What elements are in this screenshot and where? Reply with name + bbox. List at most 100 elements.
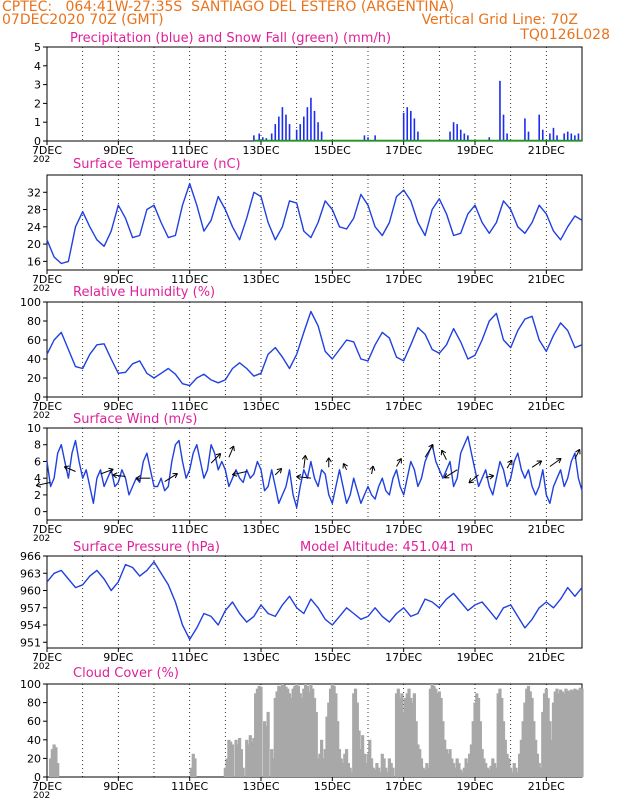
x-tick-label: 11DEC [171, 144, 208, 157]
wind-arrowhead [441, 449, 447, 454]
bar [56, 763, 60, 777]
bar [541, 711, 545, 777]
y-tick-label: 951 [20, 636, 41, 649]
y-tick-label: 40 [27, 353, 41, 366]
year-label: 202 [33, 791, 50, 800]
wind-vector [396, 458, 402, 467]
bar [505, 753, 509, 777]
panel-title: Surface Wind (m/s) [73, 412, 197, 427]
bar [281, 107, 284, 141]
bar [287, 693, 292, 777]
bar [284, 686, 288, 777]
x-tick-label: 13DEC [242, 780, 279, 793]
wind-arrowhead [468, 481, 474, 484]
year-label: 202 [33, 284, 50, 294]
wind-arrowhead [229, 445, 234, 450]
year-label: 202 [33, 662, 50, 672]
bar [452, 763, 456, 777]
bar [450, 758, 454, 777]
bar [252, 737, 256, 777]
bar [463, 133, 466, 141]
wind-arrowhead [428, 444, 434, 448]
bar [516, 772, 520, 777]
wind-arrowhead [112, 472, 118, 476]
bar [457, 763, 461, 777]
bar [377, 767, 381, 777]
bar [460, 772, 465, 777]
wind-vector [441, 449, 447, 461]
bar [573, 688, 577, 777]
wind-vector [549, 458, 562, 467]
bar [551, 702, 556, 777]
wind-arrowhead [468, 477, 472, 484]
bar [223, 767, 227, 777]
wind-arrowhead [325, 457, 330, 463]
bar [277, 685, 281, 777]
bar [580, 688, 584, 777]
bar [353, 688, 358, 777]
bar [507, 758, 511, 777]
bar [544, 688, 548, 777]
bar [303, 684, 308, 777]
bar [535, 753, 540, 777]
bar [498, 688, 502, 777]
bar [459, 769, 463, 777]
bar [443, 739, 447, 777]
wind-vector [274, 468, 283, 476]
y-tick-label: 0 [34, 391, 41, 404]
bar [499, 80, 501, 141]
bar [439, 697, 443, 777]
y-tick-label: 40 [27, 734, 41, 747]
wind-arrowhead [396, 458, 402, 462]
bar [491, 758, 495, 777]
bar [250, 741, 254, 777]
bar [475, 693, 479, 777]
x-tick-label: 19DEC [456, 273, 493, 286]
bar [412, 693, 416, 777]
wind-arrowhead [232, 474, 238, 477]
y-tick-label: 8 [34, 439, 41, 452]
bar [274, 124, 277, 141]
y-tick-label: 100 [20, 678, 41, 691]
bar [363, 135, 366, 141]
x-tick-label: 17DEC [385, 273, 422, 286]
bar [306, 107, 309, 141]
bar [546, 697, 550, 777]
bar [555, 688, 559, 777]
y-tick-label: 80 [27, 697, 41, 710]
bar [459, 129, 462, 141]
bar [430, 684, 434, 777]
bar [452, 122, 455, 141]
wind-vector [342, 463, 348, 471]
bar [279, 686, 283, 777]
wind-vector [506, 459, 513, 469]
bar [418, 749, 422, 777]
y-tick-label: 966 [20, 550, 41, 563]
bar [406, 107, 409, 141]
bar [510, 772, 515, 777]
bar [189, 767, 194, 777]
year-label: 202 [33, 411, 50, 421]
x-tick-label: 19DEC [456, 400, 493, 413]
x-tick-label: 9DEC [103, 780, 133, 793]
bar [275, 691, 279, 777]
x-tick-label: 13DEC [242, 651, 279, 664]
bar [441, 721, 445, 777]
wind-arrowhead [63, 466, 68, 472]
bar [402, 711, 406, 777]
bar [410, 110, 412, 141]
x-tick-label: 9DEC [103, 144, 133, 157]
bar [541, 129, 544, 141]
bar [346, 763, 350, 777]
bar [266, 711, 270, 777]
wind-arrowhead [218, 453, 222, 459]
bar [562, 693, 566, 777]
x-tick-label: 15DEC [314, 780, 351, 793]
bar [453, 767, 457, 777]
bar [325, 716, 329, 777]
station-header: CPTEC: 064:41W-27:35S SANTIAGO DEL ESTER… [2, 0, 455, 15]
x-tick-label: 13DEC [242, 523, 279, 536]
bar [352, 693, 356, 777]
x-tick-label: 7DEC [32, 780, 62, 793]
x-tick-label: 11DEC [171, 780, 208, 793]
